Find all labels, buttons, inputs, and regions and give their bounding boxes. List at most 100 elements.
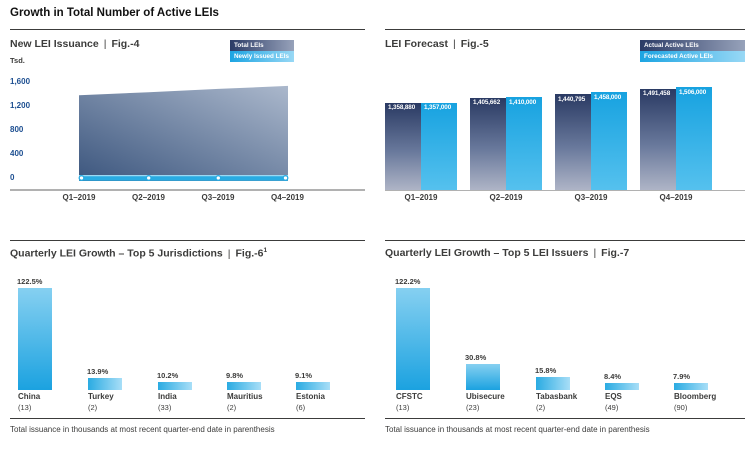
bar-bloomberg: [674, 383, 708, 390]
category-label: Turkey: [88, 392, 114, 401]
bar-forecasted-active-leis: 1,506,000: [676, 87, 712, 190]
bar-value-label: 122.2%: [395, 277, 421, 287]
fig6-panel: Quarterly LEI Growth – Top 5 Jurisdictio…: [10, 240, 365, 455]
bar-tabasbank: [536, 376, 570, 390]
bar-estonia: [296, 382, 330, 390]
bar-eqs: [605, 383, 639, 390]
data-point-marker: [282, 175, 289, 181]
category-total: (2): [88, 403, 98, 412]
fig5-legend: Actual Active LEIs Forecasted Active LEI…: [640, 40, 745, 62]
fig4-panel: New LEI Issuance | Fig.-4 Tsd. Total LEIs …: [10, 36, 365, 240]
bar-value-label: 9.1%: [295, 371, 313, 381]
fig6-chart-title: Quarterly LEI Growth – Top 5 Jurisdictio…: [10, 247, 267, 260]
bar-actual-active-leis: 1,491,458: [640, 88, 676, 190]
category-label: CFSTC: [396, 392, 423, 401]
category-label: Estonia: [296, 392, 325, 401]
area-chart-canvas: [78, 85, 289, 181]
category-label: EQS: [605, 392, 622, 401]
bar-mauritius: [227, 381, 261, 390]
separator: |: [103, 38, 107, 50]
bar-value-label: 8.4%: [604, 372, 622, 381]
fig6-footnote-marker: 1: [263, 247, 268, 254]
category-label: India: [158, 392, 177, 401]
y-tick-label: 0: [10, 173, 15, 182]
bar-forecasted-active-leis: 1,357,000: [421, 102, 457, 190]
legend-item-forecasted-active-leis: Forecasted Active LEIs: [640, 51, 745, 62]
y-tick-label: 1,600: [10, 77, 31, 86]
y-axis-unit-label: Tsd.: [10, 56, 25, 65]
fig7-chart-title: Quarterly LEI Growth – Top 5 LEI Issuers…: [385, 247, 629, 259]
x-axis-label: Q1–2019: [62, 193, 96, 202]
bar-value-label: 1,357,000: [424, 104, 452, 112]
x-axis-label: Q2–2019: [489, 193, 523, 202]
bar-forecasted-active-leis: 1,458,000: [591, 92, 627, 190]
bar-value-label: 1,458,000: [594, 93, 622, 101]
fig6-title-text: Quarterly LEI Growth – Top 5 Jurisdictio…: [10, 247, 223, 260]
category-label: Ubisecure: [466, 392, 505, 401]
fig5-chart-title: LEI Forecast | Fig.-5: [385, 38, 489, 50]
bar-actual-active-leis: 1,405,662: [470, 97, 506, 190]
fig7-figure-number: Fig.-7: [601, 247, 630, 259]
bar-value-label: 122.5%: [17, 277, 43, 286]
bar-india: [158, 381, 192, 390]
fig7-footnote: Total issuance in thousands at most rece…: [385, 425, 650, 434]
x-axis-label: Q1–2019: [404, 193, 438, 202]
bar-value-label: 13.9%: [87, 367, 109, 377]
x-axis-label: Q2–2019: [132, 193, 165, 202]
category-total: (90): [674, 403, 688, 412]
bar-value-label: 15.8%: [535, 365, 557, 375]
fig4-chart-title: New LEI Issuance | Fig.-4: [10, 38, 139, 50]
fig4-legend: Total LEIs Newly Issued LEIs: [230, 40, 294, 62]
separator: |: [227, 247, 231, 260]
footer-divider: [10, 418, 365, 419]
fig5-panel: LEI Forecast | Fig.-5 Actual Active LEIs F…: [385, 36, 745, 240]
category-total: (49): [605, 403, 619, 412]
area-series-total-leis: [79, 85, 288, 181]
fig5-figure-number: Fig.-5: [460, 38, 489, 50]
category-total: (2): [227, 403, 237, 412]
fig4-x-axis-line: [10, 189, 365, 191]
category-total: (2): [536, 403, 546, 412]
category-total: (6): [296, 403, 306, 412]
header-divider-left: [10, 29, 365, 30]
fig4-title-text: New LEI Issuance: [10, 38, 99, 50]
fig4-figure-number: Fig.-4: [111, 38, 140, 50]
fig5-title-text: LEI Forecast: [385, 38, 449, 50]
header-divider-right: [385, 29, 745, 30]
bar-value-label: 1,506,000: [679, 88, 707, 96]
bar-value-label: 1,440,795: [558, 95, 586, 103]
y-tick-label: 1,200: [10, 101, 31, 110]
bar-value-label: 10.2%: [157, 370, 179, 380]
fig5-x-axis-line: [385, 189, 745, 191]
y-tick-label: 800: [10, 125, 24, 134]
separator: |: [453, 38, 456, 50]
legend-item-newly-issued-leis: Newly Issued LEIs: [230, 51, 294, 62]
bar-value-label: 7.9%: [673, 372, 691, 382]
bar-turkey: [88, 378, 122, 390]
section-divider: [385, 240, 745, 241]
category-label: Bloomberg: [674, 392, 717, 401]
bar-value-label: 1,410,000: [509, 98, 537, 106]
bar-value-label: 30.8%: [465, 353, 487, 363]
bar-actual-active-leis: 1,358,880: [385, 102, 421, 190]
data-point-marker: [145, 175, 152, 181]
bar-value-label: 1,405,662: [473, 99, 501, 107]
bar-forecasted-active-leis: 1,410,000: [506, 97, 542, 190]
x-axis-label: Q4–2019: [659, 193, 693, 202]
category-total: (13): [396, 403, 410, 412]
bar-china: [18, 288, 52, 390]
fig7-panel: Quarterly LEI Growth – Top 5 LEI Issuers…: [385, 240, 745, 455]
fig7-title-text: Quarterly LEI Growth – Top 5 LEI Issuers: [385, 247, 589, 259]
fig6-figure-number: Fig.-6: [235, 247, 264, 260]
x-axis-label: Q3–2019: [574, 193, 608, 202]
data-point-marker: [78, 175, 85, 181]
bar-actual-active-leis: 1,440,795: [555, 94, 591, 190]
bar-value-label: 9.8%: [226, 370, 244, 380]
bar-value-label: 1,491,458: [643, 90, 671, 98]
page-title: Growth in Total Number of Active LEIs: [10, 7, 219, 19]
fig6-footnote: Total issuance in thousands at most rece…: [10, 425, 275, 434]
category-total: (23): [466, 403, 480, 412]
separator: |: [593, 247, 597, 259]
bar-value-label: 1,358,880: [388, 104, 416, 112]
